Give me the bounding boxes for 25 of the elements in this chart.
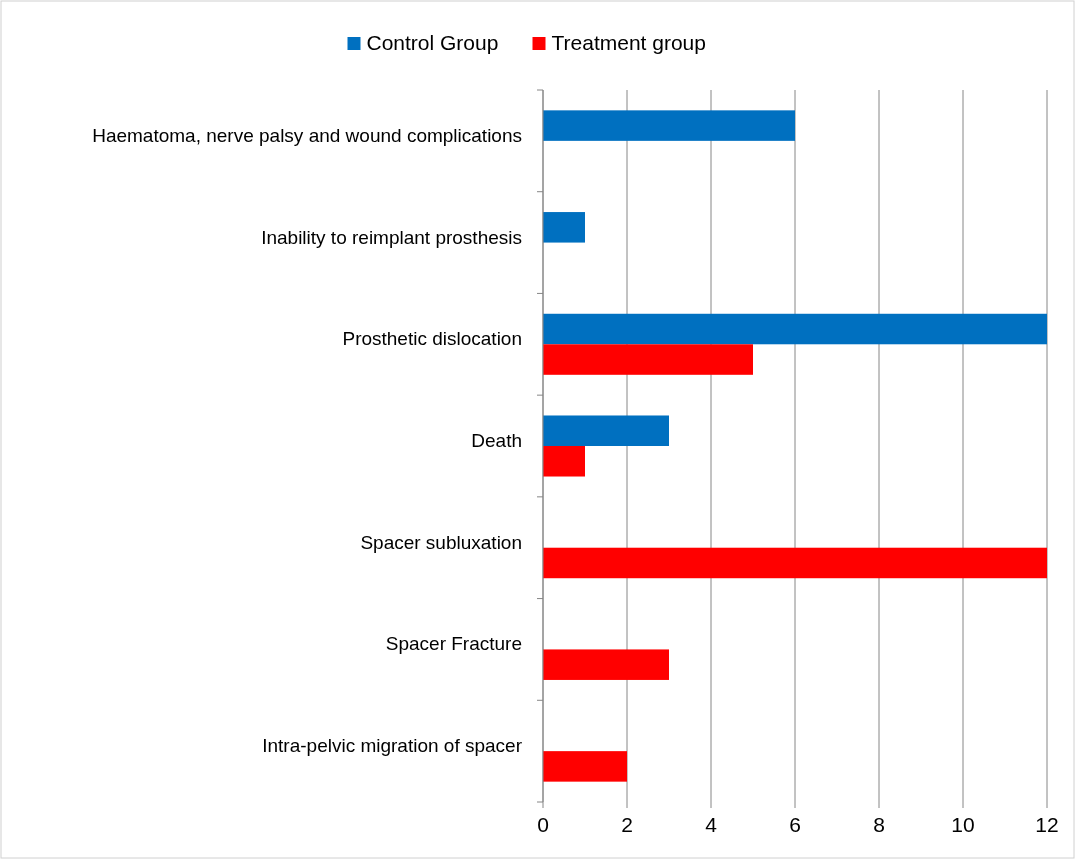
bar xyxy=(543,751,627,782)
bar xyxy=(543,547,1047,579)
y-tick-label: Spacer Fracture xyxy=(385,633,522,655)
x-tick-label: 6 xyxy=(789,813,801,836)
x-tick-label: 12 xyxy=(1035,813,1059,836)
x-tick-label: 4 xyxy=(705,813,718,836)
bar xyxy=(543,110,795,141)
x-tick-label: 10 xyxy=(951,813,975,836)
x-tick-label: 8 xyxy=(873,813,885,836)
bar xyxy=(543,344,753,375)
y-tick-label: Haematoma, nerve palsy and wound complications xyxy=(92,124,522,146)
bar xyxy=(543,446,585,477)
legend-label: Control Group xyxy=(366,30,499,54)
y-tick-label: Inability to reimplant prosthesis xyxy=(261,226,522,248)
y-tick-label: Death xyxy=(471,430,522,452)
bar xyxy=(543,313,1047,345)
y-tick-label: Spacer subluxation xyxy=(360,531,522,553)
x-tick-label: 0 xyxy=(537,813,549,836)
bar xyxy=(543,415,669,446)
bar xyxy=(543,649,669,680)
legend-label: Treatment group xyxy=(551,30,706,54)
bar xyxy=(543,212,585,243)
y-tick-label: Intra-pelvic migration of spacer xyxy=(262,735,523,757)
x-tick-label: 2 xyxy=(621,813,633,836)
y-tick-label: Prosthetic dislocation xyxy=(342,328,522,350)
